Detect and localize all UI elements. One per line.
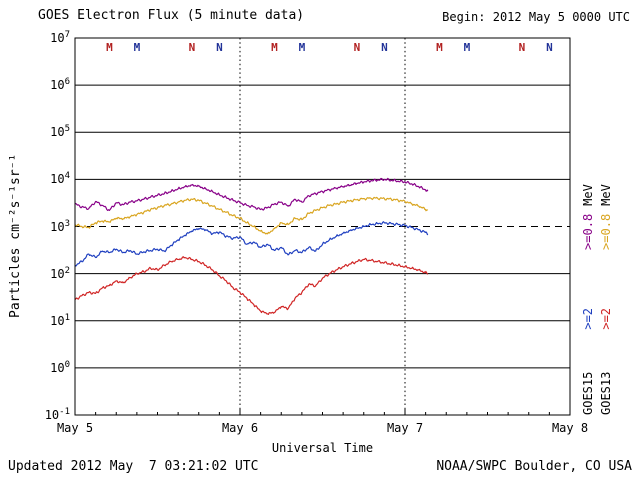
plot-border [74, 37, 571, 416]
event-marker-m-h5: M [106, 41, 113, 54]
y-tick-label-1e2: 102 [50, 265, 70, 281]
event-marker-n-h65: N [518, 41, 526, 54]
y-tick-label-1e3: 103 [50, 218, 70, 234]
x-axis-label: Universal Time [271, 441, 374, 455]
event-marker-m-h57: M [463, 41, 471, 54]
x-tick-label-may-8: May 8 [551, 421, 589, 435]
legend-goes13-mev-label: MeV [599, 184, 613, 206]
legend-goes13-satellite: GOES13 [599, 371, 613, 415]
legend-goes15: GOES15 >=2 >=0.8 MeV [581, 184, 595, 415]
legend-goes13-ge2-label: >=2 [599, 307, 613, 330]
series-lines [74, 177, 429, 315]
y-tick-label-1e4: 104 [50, 171, 70, 187]
legend-goes13-ge08-label: >=0.8 [599, 213, 613, 250]
event-marker-m-h9: M [133, 41, 141, 54]
y-tick-label-1e-1: 10-1 [44, 407, 70, 422]
y-axis-label: Particles cm⁻²s⁻¹sr⁻¹ [8, 153, 23, 318]
event-marker-n-h41: N [353, 41, 361, 54]
axis-ticks [74, 408, 571, 415]
legend-goes13: GOES13 >=2 >=0.8 MeV [599, 184, 613, 415]
event-marker-n-h45: N [381, 41, 388, 54]
y-tick-label-1e7: 107 [50, 30, 70, 45]
event-marker-m-h53: M [436, 41, 443, 54]
series-goes15-2-mev [74, 221, 429, 267]
event-marker-n-h69: N [546, 41, 553, 54]
event-marker-m-h33: M [298, 41, 306, 54]
credit-text: NOAA/SWPC Boulder, CO USA [436, 459, 632, 474]
y-tick-label-1e6: 106 [50, 77, 70, 93]
updated-timestamp: Updated 2012 May 7 03:21:02 UTC [8, 459, 259, 474]
page-title: GOES Electron Flux (5 minute data) [38, 8, 305, 23]
begin-timestamp: Begin: 2012 May 5 0000 UTC [442, 10, 630, 24]
x-tick-label-may-5: May 5 [56, 421, 94, 435]
gridlines [75, 84, 570, 369]
legend-goes15-ge08-label: >=0.8 [581, 213, 595, 250]
y-tick-label-1e1: 101 [50, 312, 70, 328]
y-tick-label-1e5: 105 [50, 124, 70, 140]
legend-goes15-mev-label: MeV [581, 184, 595, 206]
series-goes15-0-8-mev [74, 177, 429, 211]
day-boundary-lines [239, 38, 406, 415]
event-marker-n-h21: N [216, 41, 223, 54]
event-marker-n-h17: N [188, 41, 196, 54]
y-tick-label-1e0: 100 [50, 359, 70, 375]
event-marker-m-h29: M [271, 41, 278, 54]
series-goes13-0-8-mev [74, 196, 429, 235]
legend-goes15-ge2-label: >=2 [581, 307, 595, 330]
x-tick-label-may-6: May 6 [221, 421, 259, 435]
x-tick-label-may-7: May 7 [386, 421, 424, 435]
legend-goes15-satellite: GOES15 [581, 371, 595, 415]
series-goes13-2-mev [74, 256, 429, 315]
